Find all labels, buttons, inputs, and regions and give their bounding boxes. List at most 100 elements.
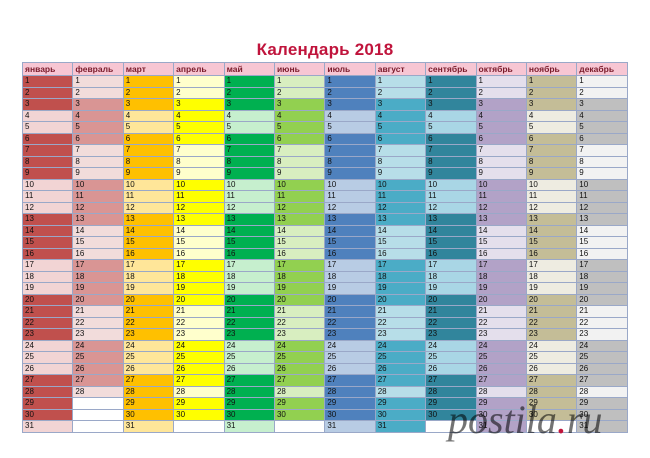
day-cell: 11: [475, 190, 527, 203]
day-cell: 30: [324, 408, 376, 421]
day-cell: 16: [374, 247, 427, 260]
day-cell: 21: [72, 305, 124, 318]
day-cell: 2: [425, 86, 477, 99]
day-cell: 26: [223, 362, 275, 375]
day-cell: 27: [273, 374, 326, 387]
day-cell: 8: [374, 155, 427, 168]
day-cell: 31: [475, 420, 527, 433]
day-cell: 10: [173, 178, 225, 191]
day-cell: 8: [173, 155, 225, 168]
day-cell: 26: [173, 362, 225, 375]
day-cell: 18: [475, 270, 527, 283]
day-cell: 24: [223, 339, 275, 352]
day-cell: 12: [122, 201, 175, 214]
day-cell: 20: [525, 293, 578, 306]
day-cell: 22: [425, 316, 477, 329]
day-cell: 29: [223, 397, 275, 410]
day-cell: 14: [223, 224, 275, 237]
day-cell: 19: [475, 282, 527, 295]
day-cell: 5: [525, 121, 578, 134]
day-cell: 25: [475, 351, 527, 364]
month-header: ноябрь: [525, 62, 578, 76]
day-cell: 15: [525, 236, 578, 249]
day-cell: 28: [475, 385, 527, 398]
day-row: 13 13 13 13 13 13 13 13 13 13 13 13: [21, 213, 628, 226]
month-header: октябрь: [475, 62, 527, 76]
day-cell: 6: [475, 132, 527, 145]
day-cell: 16: [475, 247, 527, 260]
day-cell: 2: [122, 86, 175, 99]
day-cell: [273, 420, 326, 433]
day-cell: 21: [576, 305, 628, 318]
day-cell: 1: [223, 75, 275, 88]
day-cell: 23: [525, 328, 578, 341]
day-cell: 14: [173, 224, 225, 237]
month-header: сентябрь: [425, 62, 477, 76]
day-cell: 24: [72, 339, 124, 352]
day-cell: 15: [425, 236, 477, 249]
day-cell: 27: [525, 374, 578, 387]
day-cell: 18: [576, 270, 628, 283]
day-cell: 23: [324, 328, 376, 341]
day-cell: 21: [374, 305, 427, 318]
day-cell: 13: [21, 213, 74, 226]
day-row: 22 22 22 22 22 22 22 22 22 22 22 22: [21, 316, 628, 329]
day-cell: 13: [374, 213, 427, 226]
day-cell: 15: [273, 236, 326, 249]
day-cell: 9: [273, 167, 326, 180]
day-cell: 20: [324, 293, 376, 306]
day-cell: 12: [273, 201, 326, 214]
day-cell: 2: [525, 86, 578, 99]
day-row: 11 11 11 11 11 11 11 11 11 11 11 11: [21, 190, 628, 203]
day-cell: 8: [525, 155, 578, 168]
day-cell: 3: [223, 98, 275, 111]
day-cell: 26: [324, 362, 376, 375]
day-cell: 13: [525, 213, 578, 226]
day-cell: 30: [122, 408, 175, 421]
day-cell: 20: [122, 293, 175, 306]
day-cell: 9: [72, 167, 124, 180]
day-cell: 12: [525, 201, 578, 214]
day-cell: 2: [21, 86, 74, 99]
day-cell: 1: [21, 75, 74, 88]
day-cell: 17: [525, 259, 578, 272]
day-cell: 4: [475, 109, 527, 122]
day-cell: 10: [425, 178, 477, 191]
day-cell: 15: [173, 236, 225, 249]
month-header: апрель: [173, 62, 225, 76]
day-cell: 10: [374, 178, 427, 191]
day-cell: 7: [223, 144, 275, 157]
day-cell: 30: [525, 408, 578, 421]
day-cell: 13: [576, 213, 628, 226]
day-cell: 15: [374, 236, 427, 249]
day-cell: [72, 420, 124, 433]
day-cell: 8: [324, 155, 376, 168]
day-cell: 12: [374, 201, 427, 214]
day-cell: 28: [72, 385, 124, 398]
day-cell: 31: [223, 420, 275, 433]
day-cell: 29: [576, 397, 628, 410]
day-cell: 7: [72, 144, 124, 157]
calendar-grid: январь февраль март апрель май июнь июль август…: [21, 62, 628, 433]
day-cell: 7: [425, 144, 477, 157]
day-cell: 12: [72, 201, 124, 214]
day-cell: 9: [324, 167, 376, 180]
day-cell: 9: [21, 167, 74, 180]
day-cell: 12: [425, 201, 477, 214]
day-cell: 23: [475, 328, 527, 341]
day-cell: 10: [223, 178, 275, 191]
day-cell: 29: [475, 397, 527, 410]
day-cell: 27: [223, 374, 275, 387]
day-cell: 14: [374, 224, 427, 237]
day-cell: 26: [374, 362, 427, 375]
day-cell: 6: [122, 132, 175, 145]
day-cell: 7: [374, 144, 427, 157]
day-cell: 17: [122, 259, 175, 272]
day-cell: 9: [122, 167, 175, 180]
day-cell: 12: [576, 201, 628, 214]
day-cell: 16: [576, 247, 628, 260]
day-cell: 24: [273, 339, 326, 352]
day-cell: 23: [425, 328, 477, 341]
day-cell: 30: [173, 408, 225, 421]
